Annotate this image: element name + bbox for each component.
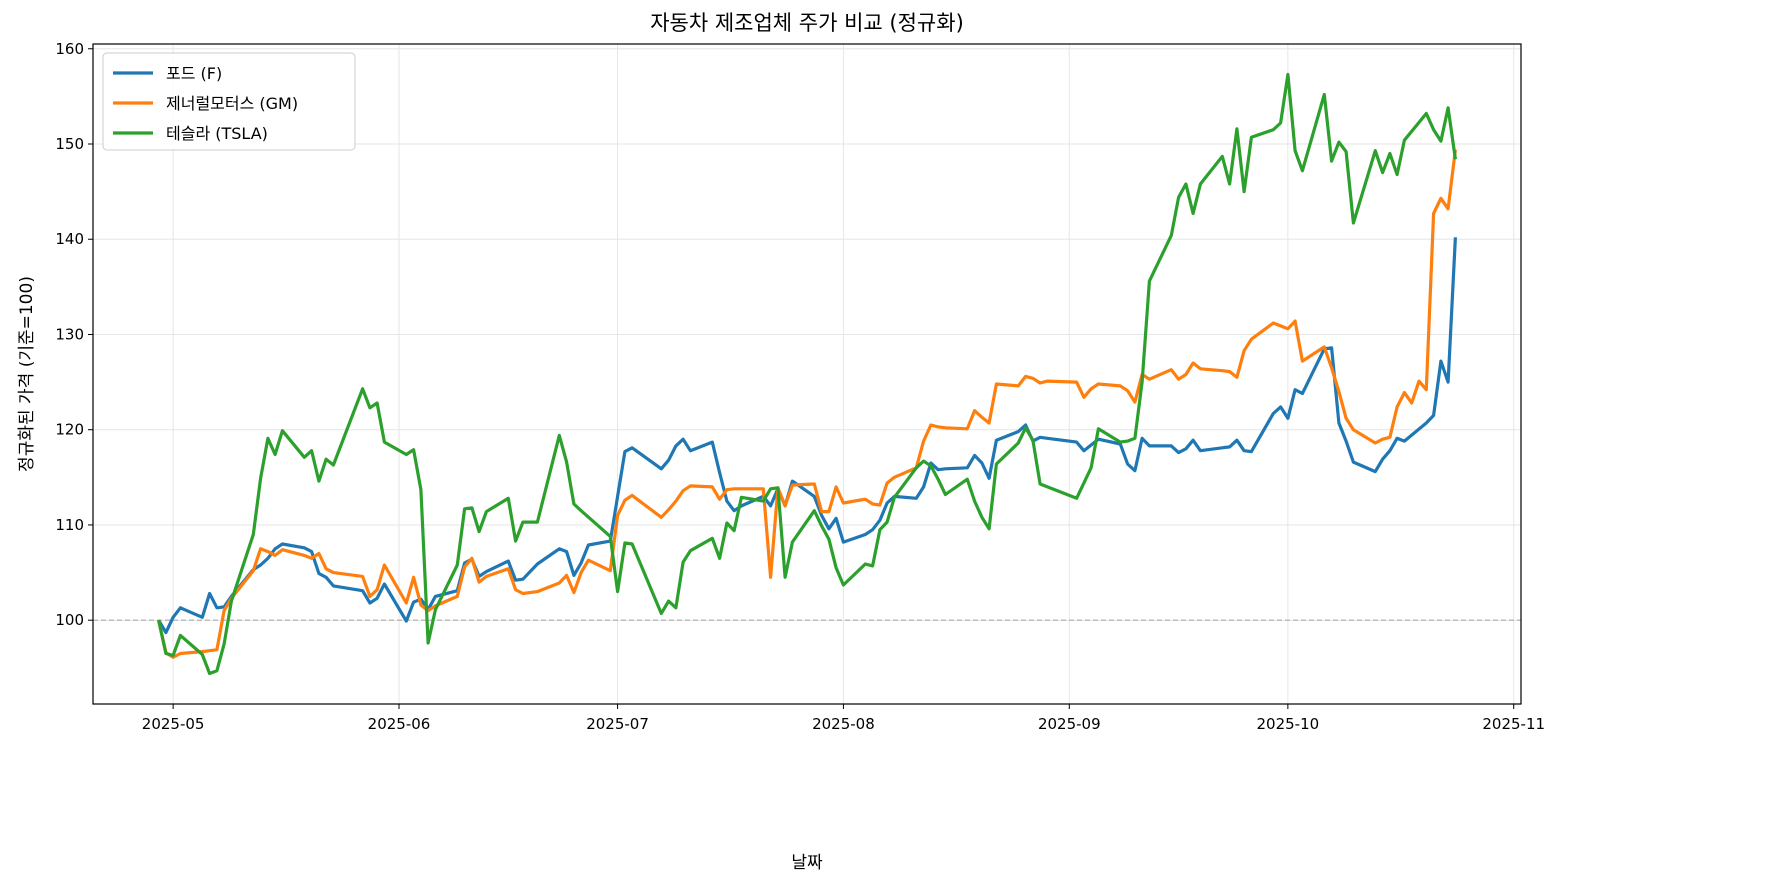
x-tick-label: 2025-11 (1482, 715, 1545, 733)
x-tick-label: 2025-05 (142, 715, 205, 733)
y-tick-label: 130 (55, 325, 84, 343)
legend-label: 포드 (F) (166, 64, 222, 83)
legend-label: 제너럴모터스 (GM) (166, 94, 298, 113)
plot-frame (92, 43, 1522, 705)
x-axis-ticks: 2025-05 2025-06 2025-07 2025-08 2025-09 2025-… (142, 704, 1545, 733)
x-axis-label: 날짜 (791, 853, 823, 873)
y-axis-ticks: 100 110 120 130 140 150 160 (55, 40, 93, 629)
x-tick-label: 2025-08 (812, 715, 875, 733)
series-line-1 (157, 149, 1457, 659)
chart-title: 자동차 제조업체 주가 비교 (정규화) (650, 11, 964, 35)
y-axis-label: 정규화된 가격 (기준=100) (17, 276, 37, 472)
y-tick-label: 100 (55, 611, 84, 629)
legend-label: 테슬라 (TSLA) (166, 124, 268, 143)
x-tick-label: 2025-10 (1257, 715, 1320, 733)
y-tick-label: 110 (55, 516, 84, 534)
y-tick-label: 140 (55, 230, 84, 248)
grid (93, 44, 1521, 704)
series-line-2 (157, 72, 1457, 676)
legend: 포드 (F) 제너럴모터스 (GM) 테슬라 (TSLA) (102, 52, 356, 151)
legend-box (102, 52, 356, 151)
y-tick-label: 160 (55, 40, 84, 58)
y-tick-label: 120 (55, 421, 84, 439)
x-tick-label: 2025-09 (1038, 715, 1101, 733)
x-tick-label: 2025-06 (368, 715, 431, 733)
series-line-0 (157, 237, 1457, 635)
series-lines (157, 72, 1457, 676)
y-tick-label: 150 (55, 135, 84, 153)
x-tick-label: 2025-07 (586, 715, 649, 733)
